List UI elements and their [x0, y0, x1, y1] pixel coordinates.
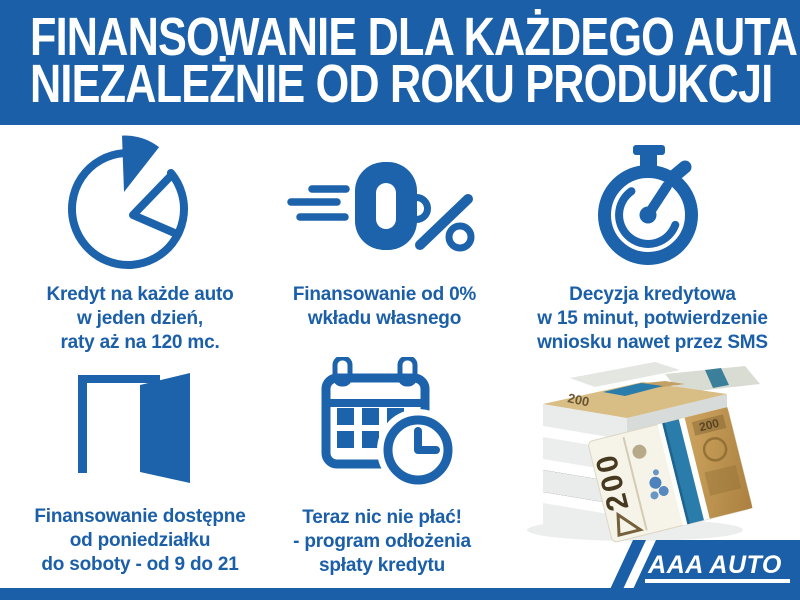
feature-line: spłaty kredytu	[318, 555, 446, 576]
feature-line: do soboty - od 9 do 21	[41, 554, 239, 575]
logo-diagonal-stripe	[605, 540, 646, 600]
stopwatch-icon	[598, 145, 698, 265]
feature-line: raty aż na 120 mc.	[60, 332, 220, 353]
aaa-auto-logo: AAA AUTO	[605, 540, 800, 600]
feature-line: wkładu własnego	[307, 308, 462, 329]
feature-text-decision: Decyzja kredytowa w 15 minut, potwierdze…	[525, 283, 780, 355]
feature-line: - program odłożenia	[293, 531, 471, 552]
feature-line: od poniedziałku	[69, 530, 211, 551]
headline-line-2: NIEZALEŻNIE OD ROKU PRODUKCJI	[30, 54, 773, 114]
calendar-clock-icon	[321, 357, 459, 487]
money-stacks-photo: 200 200 200	[527, 362, 760, 543]
feature-line: Finansowanie dostępne	[34, 506, 246, 527]
header-banner: FINANSOWANIE DLA KAŻDEGO AUTA NIEZALEŻNI…	[0, 0, 800, 125]
logo-banner-shape	[628, 540, 800, 600]
logo-underline	[645, 579, 790, 583]
feature-line: Finansowanie od 0%	[292, 284, 477, 305]
feature-line: Kredyt na każde auto	[46, 284, 234, 305]
logo-text: AAA AUTO	[647, 551, 782, 579]
feature-line: Teraz nic nie płać!	[302, 507, 462, 528]
feature-text-credit: Kredyt na każde auto w jeden dzień, raty…	[5, 283, 275, 355]
pie-chart-icon	[68, 135, 188, 269]
feature-text-zero-percent: Finansowanie od 0% wkładu własnego	[262, 283, 507, 331]
feature-line: w 15 minut, potwierdzenie	[537, 308, 768, 329]
feature-text-hours: Finansowanie dostępne od poniedziałku do…	[10, 505, 270, 577]
banknote-200-label-top: 200	[566, 390, 590, 409]
feature-line: wniosku nawet przez SMS	[537, 332, 768, 353]
feature-line: w jeden dzień,	[77, 308, 203, 329]
open-door-icon	[78, 373, 190, 483]
feature-text-deferral: Teraz nic nie płać! - program odłożenia …	[262, 506, 502, 578]
zero-percent-icon	[287, 162, 475, 252]
banknote-200-label-corner: 200	[698, 416, 721, 435]
bottom-strip	[0, 588, 800, 600]
feature-line: Decyzja kredytowa	[569, 284, 736, 305]
